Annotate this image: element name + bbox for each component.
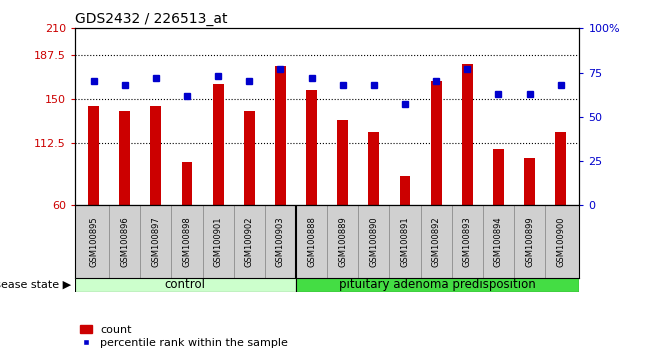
Bar [524, 158, 535, 205]
Text: GSM100903: GSM100903 [276, 216, 285, 267]
Text: GSM100888: GSM100888 [307, 216, 316, 267]
Text: GSM100895: GSM100895 [89, 216, 98, 267]
Text: GSM100901: GSM100901 [214, 216, 223, 267]
Text: GSM100898: GSM100898 [182, 216, 191, 267]
Bar [75, 278, 296, 292]
Bar [400, 176, 410, 205]
Text: GSM100900: GSM100900 [556, 216, 565, 267]
Bar [337, 120, 348, 205]
Text: GSM100897: GSM100897 [151, 216, 160, 267]
Text: GSM100890: GSM100890 [369, 216, 378, 267]
Bar [275, 66, 286, 205]
Bar [555, 132, 566, 205]
Bar [119, 111, 130, 205]
Text: GSM100889: GSM100889 [339, 216, 347, 267]
Bar [462, 64, 473, 205]
Text: GSM100891: GSM100891 [400, 216, 409, 267]
Text: GSM100892: GSM100892 [432, 216, 441, 267]
Bar [182, 162, 193, 205]
Bar [296, 278, 579, 292]
Legend: count, percentile rank within the sample: count, percentile rank within the sample [81, 325, 288, 348]
Bar [150, 106, 161, 205]
Text: GSM100893: GSM100893 [463, 216, 472, 267]
Text: GSM100902: GSM100902 [245, 216, 254, 267]
Text: GSM100894: GSM100894 [494, 216, 503, 267]
Bar [368, 132, 380, 205]
Bar [88, 106, 99, 205]
Text: pituitary adenoma predisposition: pituitary adenoma predisposition [339, 279, 536, 291]
Bar [493, 149, 504, 205]
Text: disease state ▶: disease state ▶ [0, 280, 72, 290]
Text: GDS2432 / 226513_at: GDS2432 / 226513_at [75, 12, 227, 26]
Text: control: control [165, 279, 206, 291]
Bar [213, 84, 223, 205]
Text: GSM100899: GSM100899 [525, 216, 534, 267]
Bar [431, 81, 441, 205]
Bar [244, 111, 255, 205]
Text: GSM100896: GSM100896 [120, 216, 129, 267]
Bar [306, 90, 317, 205]
